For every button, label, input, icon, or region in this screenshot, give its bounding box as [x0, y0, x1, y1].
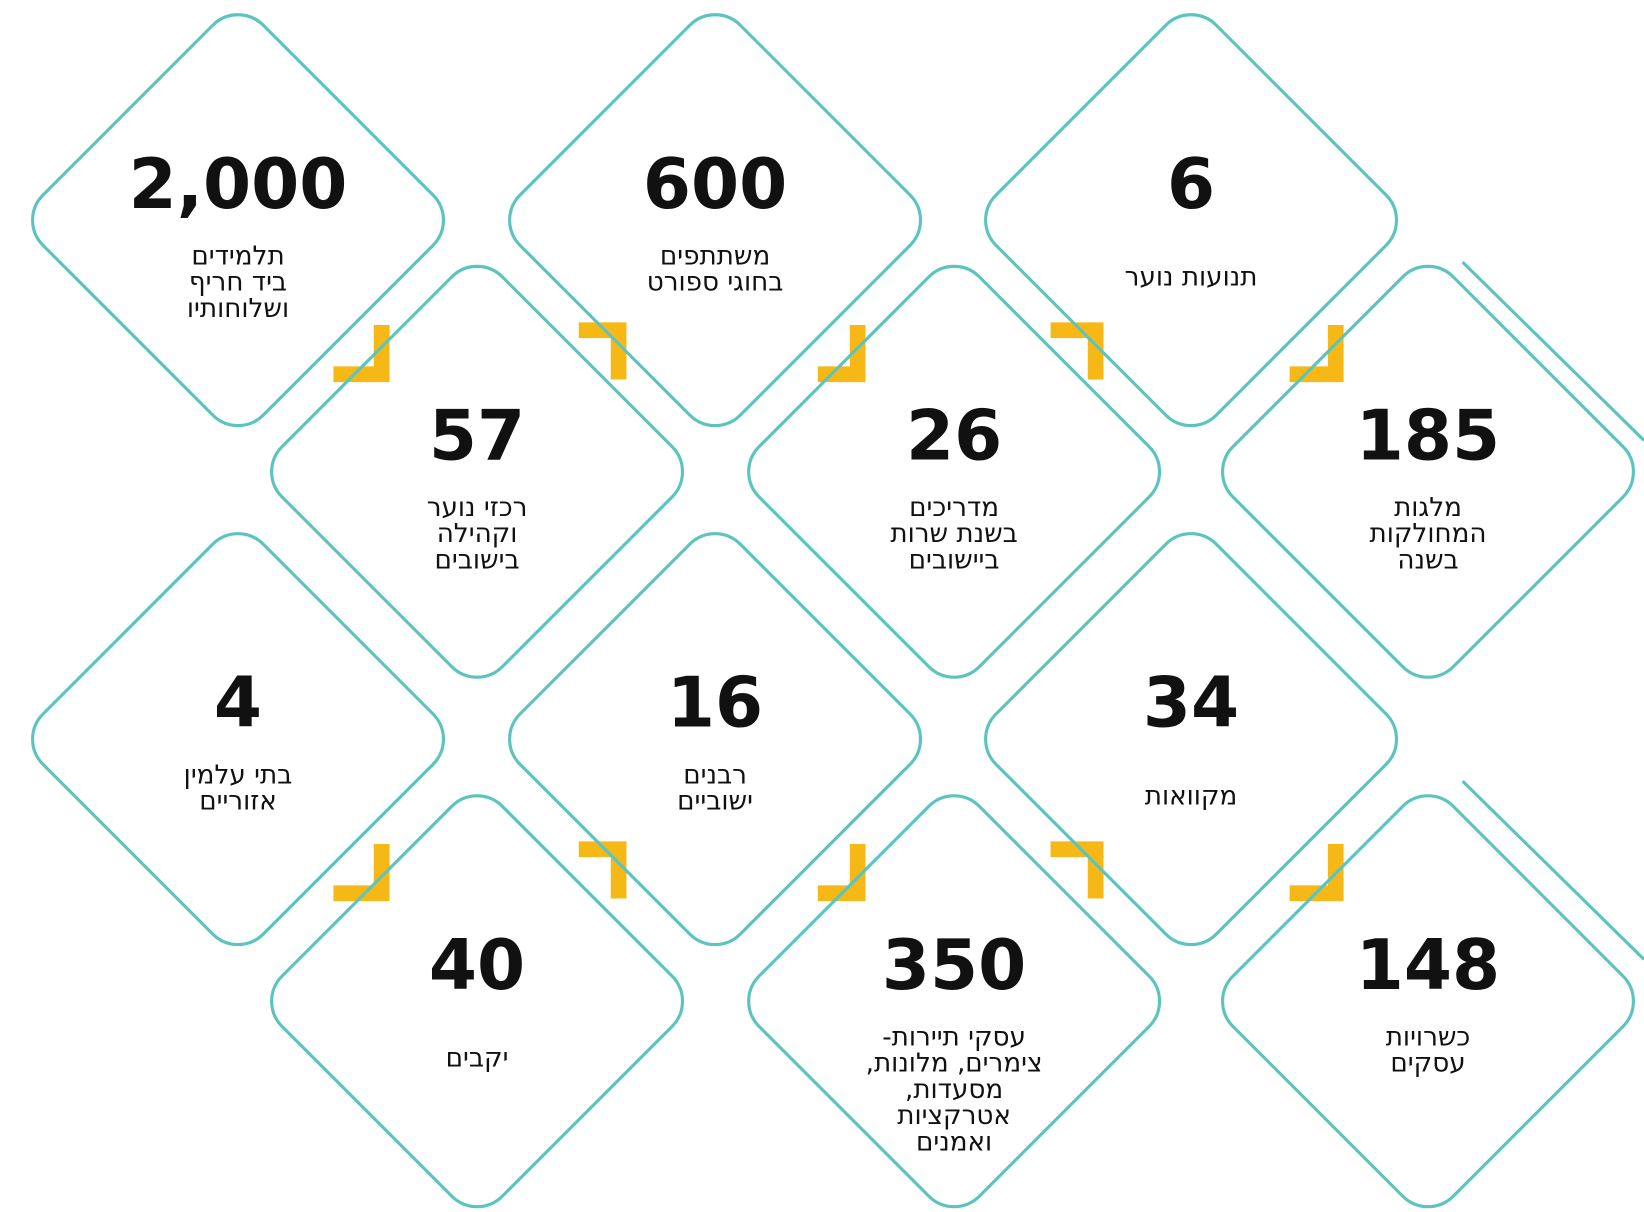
stat-label: בחוגי ספורט [647, 268, 784, 298]
stat-label: ביד חריף [189, 268, 287, 298]
stat-label: תלמידים [191, 241, 284, 271]
stat-label: אזוריים [199, 787, 277, 817]
stat-number: 16 [667, 664, 763, 744]
stat-label: עסקי תיירות- [882, 1022, 1026, 1052]
accent [578, 322, 627, 380]
stat-number: 26 [906, 396, 1002, 476]
stat-number: 4 [214, 664, 262, 744]
accent [817, 843, 866, 902]
stat-number: 148 [1356, 926, 1500, 1006]
stat-label: כשרויות [1386, 1022, 1471, 1052]
stat-number: 57 [429, 396, 525, 476]
edge-line [1461, 260, 1644, 442]
stat-label: עסקים [1390, 1049, 1465, 1079]
diamond [508, 532, 923, 947]
diamond [270, 264, 685, 679]
diamond [1221, 264, 1635, 679]
stat-label: מלגות [1394, 493, 1462, 523]
stat-label: ישוביים [677, 787, 753, 817]
stat-number: 2,000 [129, 145, 348, 225]
accent [333, 325, 390, 383]
stat-number: 600 [643, 145, 787, 225]
accent [578, 841, 627, 899]
stat-label: אטרקציות [897, 1101, 1011, 1131]
accent [1289, 843, 1344, 902]
stat-label: משתתפים [660, 241, 770, 271]
stat-label: ושלוחותיו [187, 294, 289, 324]
stat-number: 40 [429, 926, 525, 1006]
diamond [31, 13, 446, 428]
stat-label: בשנת שרות [890, 519, 1017, 549]
accent [1050, 322, 1104, 380]
stat-label: בשנה [1397, 545, 1458, 575]
diamond [270, 794, 685, 1209]
diamond [747, 264, 1162, 679]
stat-label: ביישובים [909, 545, 1000, 575]
diamond [747, 794, 1162, 1209]
edge-line [1461, 779, 1644, 961]
diamond [984, 13, 1399, 428]
diamond [1221, 794, 1635, 1209]
diamond [31, 532, 446, 947]
stat-label: רכזי נוער [427, 493, 528, 523]
stat-label: רבנים [683, 760, 747, 790]
stat-number: 6 [1167, 145, 1215, 225]
stat-label: תנועות נוער [1125, 262, 1258, 292]
stat-label: המחולקות [1369, 519, 1486, 549]
stat-number: 34 [1143, 664, 1239, 744]
stat-label: צימרים, מלונות, [866, 1049, 1043, 1079]
diamonds [31, 13, 1644, 1209]
diamond [508, 13, 923, 428]
diamond [984, 532, 1399, 947]
stat-label: וקהילה [437, 519, 518, 549]
stat-label: יקבים [446, 1043, 509, 1073]
stat-label: ואמנים [916, 1127, 992, 1157]
accent [333, 843, 390, 902]
stat-number: 350 [882, 926, 1026, 1006]
stat-label: בתי עלמין [184, 760, 293, 790]
stat-label: בישובים [435, 545, 520, 575]
stat-label: מקוואות [1145, 781, 1238, 811]
accent [1050, 841, 1104, 899]
stat-label: מדריכים [909, 493, 999, 523]
stat-label: מסעדות, [905, 1075, 1003, 1105]
stat-number: 185 [1356, 396, 1500, 476]
